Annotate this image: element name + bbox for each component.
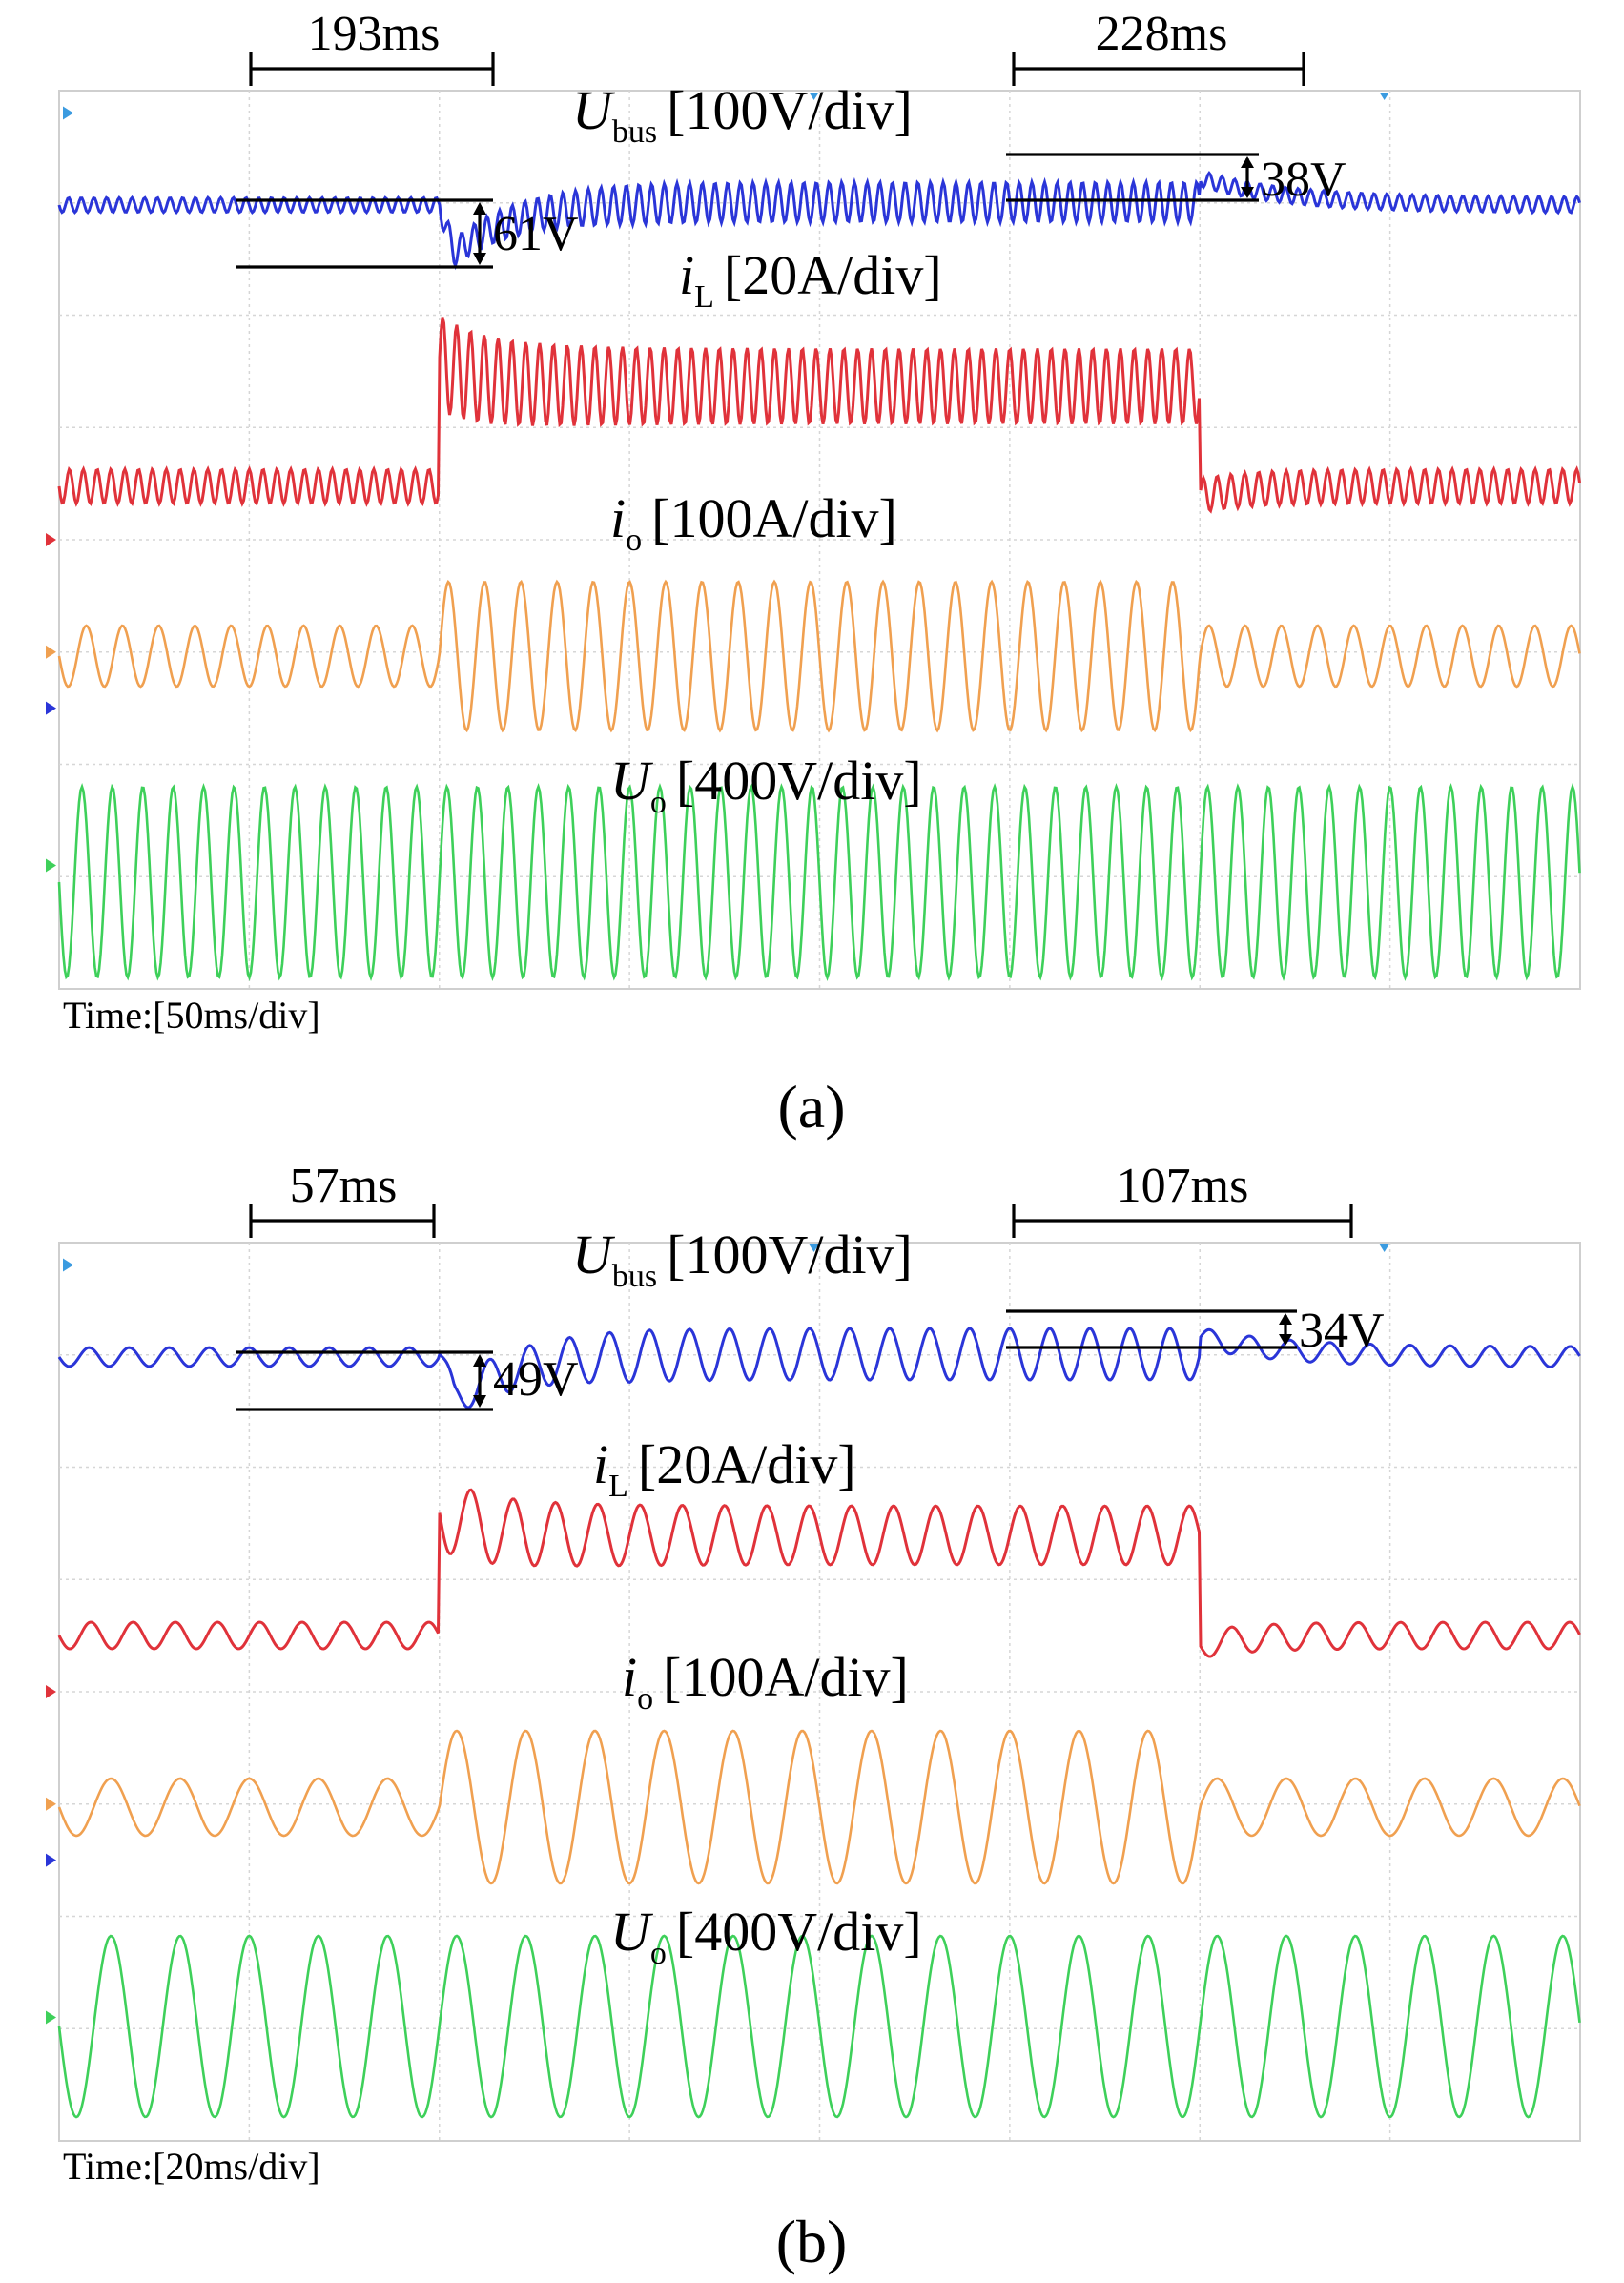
channel-ground-marker-io bbox=[46, 645, 56, 659]
channel-label-iL: iL [20A/div] bbox=[679, 244, 942, 315]
panel-b-label: (b) bbox=[776, 2208, 848, 2275]
channel-label-bus: Ubus [100V/div] bbox=[572, 1224, 913, 1294]
channel-ground-marker-uo bbox=[46, 2010, 56, 2025]
trace-i-l bbox=[57, 317, 1581, 514]
channel-ground-marker-il bbox=[46, 1685, 56, 1698]
trace-u-o bbox=[57, 1934, 1581, 2119]
duration-label: 57ms bbox=[290, 1159, 398, 1213]
channel-label-uo: Uo [400V/div] bbox=[610, 1901, 922, 1971]
trace-u-o bbox=[57, 783, 1581, 981]
trigger-marker bbox=[63, 106, 73, 120]
duration-label: 107ms bbox=[1117, 1159, 1249, 1213]
duration-annotation: 107ms bbox=[1012, 1159, 1353, 1238]
time-scale-label: Time:[20ms/div] bbox=[63, 2145, 320, 2188]
dip-annotation: 49V bbox=[236, 1350, 579, 1411]
dip-value: 61V bbox=[493, 207, 579, 261]
duration-label: 228ms bbox=[1096, 7, 1228, 61]
duration-annotation: 57ms bbox=[249, 1159, 436, 1238]
trace-i-l bbox=[57, 1488, 1581, 1658]
duration-annotation: 228ms bbox=[1012, 7, 1305, 86]
dip-annotation: 61V bbox=[236, 198, 579, 269]
channel-ground-marker-bus bbox=[46, 1853, 56, 1867]
channel-label-uo: Uo [400V/div] bbox=[610, 750, 922, 820]
trigger-position-marker bbox=[1379, 1244, 1389, 1252]
panel-a: 193ms 228ms 61V 38V Ubus [100V/div] i bbox=[46, 7, 1581, 1037]
channel-label-iL: iL [20A/div] bbox=[593, 1433, 856, 1504]
panel-a-label: (a) bbox=[777, 1073, 845, 1141]
panel-b-grid bbox=[59, 1243, 1580, 2141]
channel-ground-marker-uo bbox=[46, 858, 56, 873]
trace-i-o bbox=[57, 579, 1581, 733]
trace-u-bus bbox=[57, 170, 1581, 271]
time-scale-label: Time:[50ms/div] bbox=[63, 994, 320, 1037]
channel-label-bus: Ubus [100V/div] bbox=[572, 79, 913, 150]
rise-annotation: 38V bbox=[1006, 153, 1346, 207]
trace-u-bus bbox=[57, 1327, 1581, 1409]
trigger-marker bbox=[63, 1258, 73, 1272]
trigger-position-marker bbox=[809, 1244, 819, 1252]
channel-ground-marker-io bbox=[46, 1797, 56, 1811]
panel-b: 57ms 107ms 49V 34V Ubus [100V/div] iL [20A… bbox=[46, 1159, 1581, 2188]
panel-b-channel-markers bbox=[46, 1244, 1389, 2025]
channel-label-io: io [100A/div] bbox=[610, 487, 897, 558]
panel-a-grid bbox=[59, 91, 1580, 989]
panel-b-traces bbox=[57, 1327, 1581, 2119]
rise-value: 38V bbox=[1261, 153, 1346, 207]
trace-i-o bbox=[57, 1729, 1581, 1885]
dip-value: 49V bbox=[493, 1352, 579, 1407]
rise-annotation: 34V bbox=[1006, 1304, 1385, 1358]
trigger-position-marker bbox=[1379, 93, 1389, 100]
duration-annotation: 193ms bbox=[249, 7, 495, 86]
trigger-position-marker bbox=[809, 93, 819, 100]
channel-ground-marker-il bbox=[46, 533, 56, 546]
panel-a-channel-markers bbox=[46, 93, 1389, 873]
panel-a-traces bbox=[57, 170, 1581, 981]
duration-label: 193ms bbox=[308, 7, 441, 61]
rise-value: 34V bbox=[1299, 1304, 1385, 1358]
channel-label-io: io [100A/div] bbox=[622, 1646, 909, 1717]
channel-ground-marker-bus bbox=[46, 701, 56, 715]
